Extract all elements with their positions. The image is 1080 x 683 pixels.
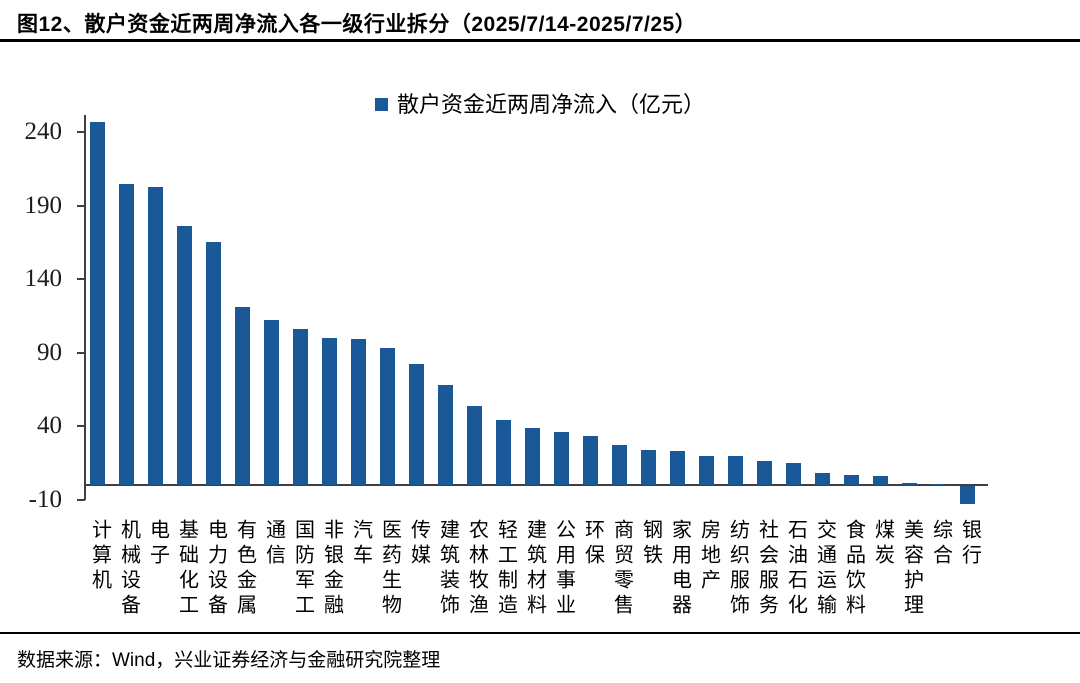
bar-通信	[264, 320, 279, 485]
bar-美容护理	[902, 482, 917, 485]
x-tick-label: 通信	[262, 519, 285, 569]
x-tick-label: 食品饮料	[842, 519, 865, 619]
x-tick-label: 银行	[958, 519, 981, 569]
y-axis-tick	[77, 498, 85, 501]
y-tick-label: -10	[28, 485, 62, 513]
x-tick-label: 计算机	[88, 519, 111, 594]
bar-医药生物	[380, 348, 395, 485]
bar-建筑材料	[525, 427, 540, 485]
x-tick-label: 传媒	[407, 519, 430, 569]
bar-建筑装饰	[438, 385, 453, 485]
footer-divider	[0, 632, 1080, 634]
title-divider	[0, 39, 1080, 42]
y-tick-label: 140	[24, 265, 63, 293]
bar-纺织服饰	[728, 455, 743, 485]
bar-食品饮料	[844, 474, 859, 485]
x-tick-label: 国防军工	[291, 519, 314, 619]
x-tick-label: 美容护理	[900, 519, 923, 619]
x-tick-label: 社会服务	[755, 519, 778, 619]
bar-商贸零售	[612, 445, 627, 485]
bar-公用事业	[554, 432, 569, 485]
data-source-note: 数据来源：Wind，兴业证券经济与金融研究院整理	[17, 650, 441, 671]
legend-square-icon	[374, 97, 388, 111]
legend-label: 散户资金近两周净流入（亿元）	[396, 92, 705, 117]
bar-交通运输	[815, 473, 830, 485]
y-axis-tick	[77, 278, 85, 281]
y-axis	[84, 115, 86, 500]
x-tick-label: 有色金属	[233, 519, 256, 619]
x-tick-label: 公用事业	[552, 519, 575, 619]
x-tick-label: 汽车	[349, 519, 372, 569]
y-axis-tick	[77, 204, 85, 207]
x-tick-label: 纺织服饰	[726, 519, 749, 619]
figure-title: 图12、散户资金近两周净流入各一级行业拆分（2025/7/14-2025/7/2…	[17, 13, 697, 36]
x-tick-label: 环保	[581, 519, 604, 569]
x-tick-label: 煤炭	[871, 519, 894, 569]
bar-机械设备	[119, 183, 134, 485]
bar-国防军工	[293, 329, 308, 485]
bar-非银金融	[322, 338, 337, 485]
bar-银行	[960, 486, 975, 504]
bar-传媒	[409, 364, 424, 485]
bar-综合	[931, 483, 946, 485]
chart-legend: 散户资金近两周净流入（亿元）	[0, 87, 1080, 119]
bar-石油石化	[786, 462, 801, 485]
x-tick-label: 钢铁	[639, 519, 662, 569]
bar-有色金属	[235, 307, 250, 485]
bar-农林牧渔	[467, 405, 482, 485]
x-tick-label: 建筑装饰	[436, 519, 459, 619]
bar-社会服务	[757, 461, 772, 485]
x-tick-label: 医药生物	[378, 519, 401, 619]
x-tick-label: 轻工制造	[494, 519, 517, 619]
x-tick-label: 家用电器	[668, 519, 691, 619]
bar-钢铁	[641, 449, 656, 485]
x-tick-label: 非银金融	[320, 519, 343, 619]
y-tick-label: 90	[37, 338, 62, 366]
bar-计算机	[90, 121, 105, 485]
x-tick-label: 房地产	[697, 519, 720, 594]
x-tick-label: 机械设备	[117, 519, 140, 619]
bar-房地产	[699, 455, 714, 485]
bar-轻工制造	[496, 420, 511, 485]
x-tick-label: 电子	[146, 519, 169, 569]
bar-环保	[583, 436, 598, 485]
x-tick-label: 电力设备	[204, 519, 227, 619]
y-tick-label: 40	[37, 412, 62, 440]
y-axis-tick	[77, 131, 85, 134]
y-axis-tick	[77, 351, 85, 354]
bar-汽车	[351, 339, 366, 485]
x-tick-label: 商贸零售	[610, 519, 633, 619]
x-tick-label: 基础化工	[175, 519, 198, 619]
bar-煤炭	[873, 476, 888, 485]
bar-基础化工	[177, 226, 192, 485]
bar-家用电器	[670, 451, 685, 485]
y-tick-label: 190	[24, 191, 63, 219]
x-tick-label: 石油石化	[784, 519, 807, 619]
x-tick-label: 综合	[929, 519, 952, 569]
x-tick-label: 交通运输	[813, 519, 836, 619]
y-tick-label: 240	[24, 118, 63, 146]
bar-电子	[148, 186, 163, 485]
x-tick-label: 建筑材料	[523, 519, 546, 619]
y-axis-tick	[77, 425, 85, 428]
x-axis	[85, 484, 988, 486]
bar-电力设备	[206, 242, 221, 485]
x-tick-label: 农林牧渔	[465, 519, 488, 619]
